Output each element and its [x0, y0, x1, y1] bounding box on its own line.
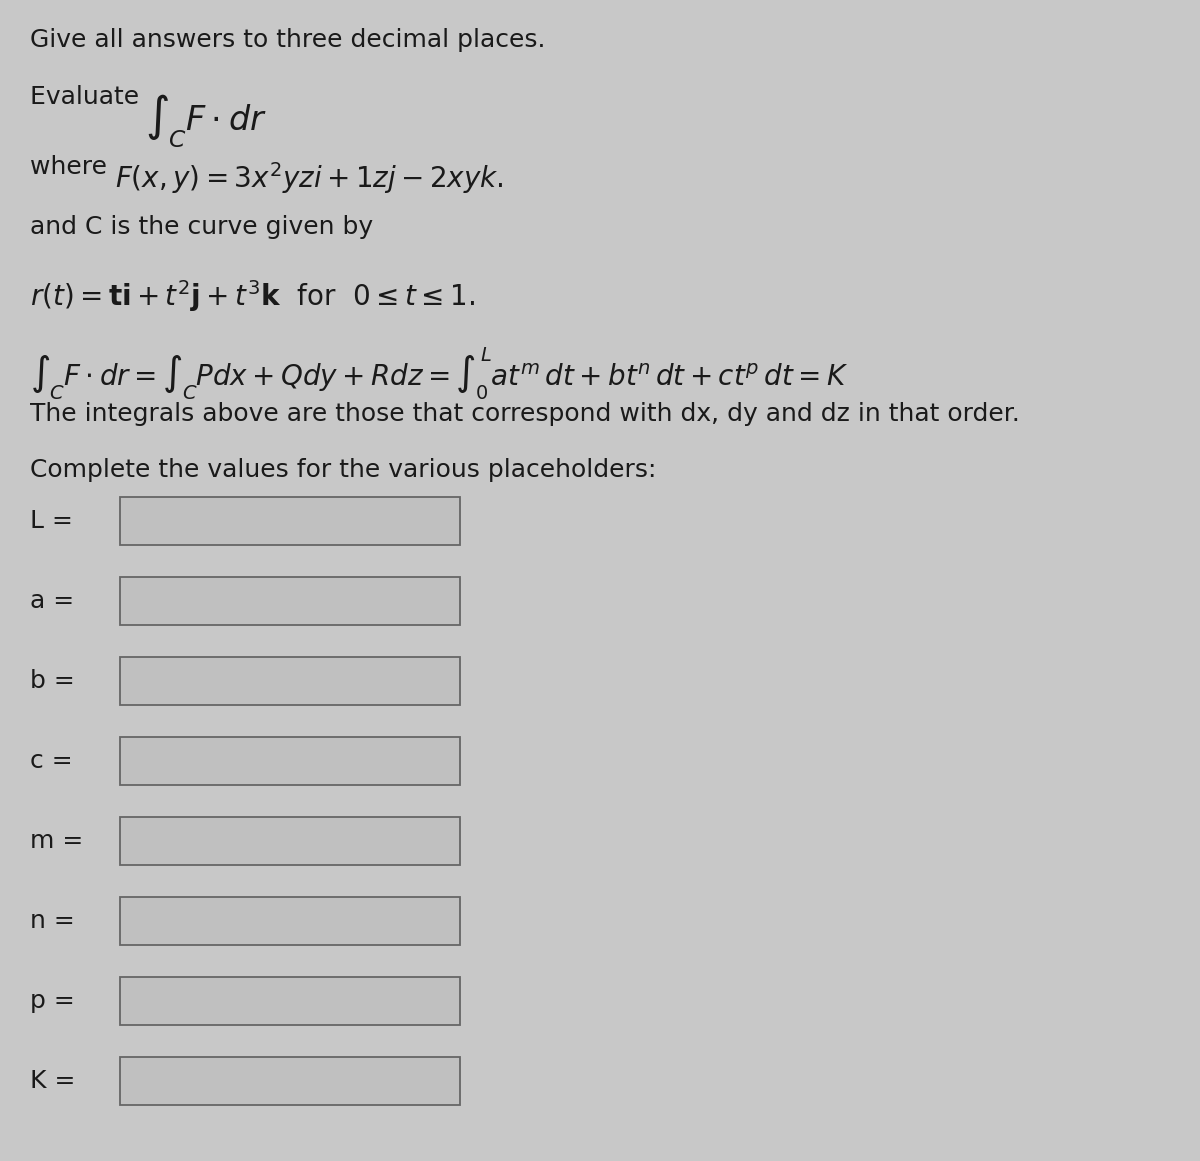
- Bar: [120, 737, 460, 785]
- Text: c =: c =: [30, 749, 73, 773]
- Bar: [120, 577, 460, 625]
- Bar: [120, 497, 460, 545]
- Bar: [120, 978, 460, 1025]
- Text: $\int_C F \cdot dr$: $\int_C F \cdot dr$: [145, 92, 266, 150]
- Text: K =: K =: [30, 1069, 76, 1093]
- Text: The integrals above are those that correspond with dx, dy and dz in that order.: The integrals above are those that corre…: [30, 402, 1020, 426]
- Bar: [120, 817, 460, 865]
- Text: b =: b =: [30, 669, 74, 693]
- Text: Evaluate: Evaluate: [30, 85, 148, 109]
- Text: L =: L =: [30, 509, 73, 533]
- Text: m =: m =: [30, 829, 83, 853]
- Text: n =: n =: [30, 909, 74, 933]
- Bar: [120, 1057, 460, 1105]
- Text: and C is the curve given by: and C is the curve given by: [30, 215, 373, 239]
- Text: p =: p =: [30, 989, 74, 1014]
- Text: $\int_C F \cdot dr = \int_C Pdx + Qdy + Rdz = \int_0^L at^m\,dt + bt^n\,dt + ct^: $\int_C F \cdot dr = \int_C Pdx + Qdy + …: [30, 345, 848, 402]
- Bar: [120, 897, 460, 945]
- Bar: [120, 657, 460, 705]
- Text: Complete the values for the various placeholders:: Complete the values for the various plac…: [30, 457, 656, 482]
- Text: Give all answers to three decimal places.: Give all answers to three decimal places…: [30, 28, 546, 52]
- Text: $F(x, y) = 3x^2yzi + 1zj - 2xyk.$: $F(x, y) = 3x^2yzi + 1zj - 2xyk.$: [115, 160, 504, 196]
- Text: where: where: [30, 156, 115, 179]
- Text: $r(t) = \mathbf{t}\mathbf{i} + t^2\mathbf{j} + t^3\mathbf{k}\ \ \mathrm{for}\ \ : $r(t) = \mathbf{t}\mathbf{i} + t^2\mathb…: [30, 277, 475, 313]
- Text: a =: a =: [30, 589, 74, 613]
